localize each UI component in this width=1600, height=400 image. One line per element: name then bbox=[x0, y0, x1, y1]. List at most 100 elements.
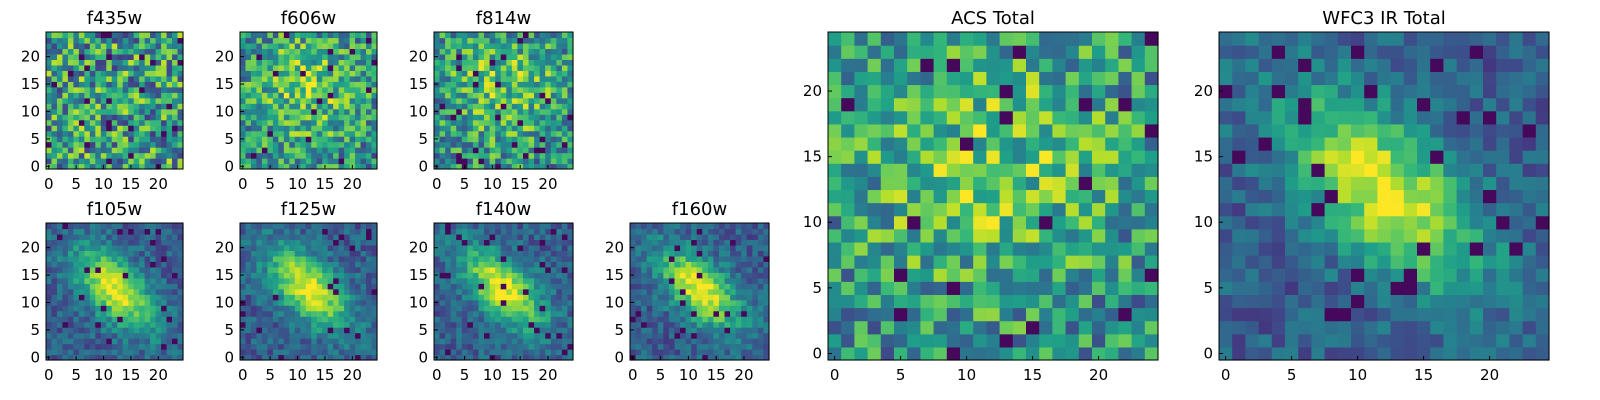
heatmap-cell bbox=[272, 108, 279, 115]
heatmap-cell bbox=[327, 70, 334, 77]
axes-frame bbox=[45, 31, 184, 170]
heatmap-cell bbox=[1052, 123, 1067, 138]
heatmap-cell bbox=[311, 64, 318, 71]
heatmap-cell bbox=[250, 42, 258, 50]
heatmap-cell bbox=[630, 294, 637, 301]
heatmap-cell bbox=[528, 108, 535, 115]
heatmap-cell bbox=[122, 349, 129, 356]
heatmap-cell bbox=[84, 97, 91, 104]
heatmap-cell bbox=[294, 239, 301, 246]
heatmap-cell bbox=[467, 103, 474, 110]
heatmap-cell bbox=[172, 250, 179, 257]
heatmap-cell bbox=[46, 321, 53, 328]
heatmap-cell bbox=[177, 147, 184, 154]
heatmap-cell bbox=[828, 307, 842, 322]
x-tick-label: 20 bbox=[343, 175, 362, 193]
heatmap-cell bbox=[495, 343, 502, 350]
heatmap-cell bbox=[434, 59, 441, 66]
heatmap-cell bbox=[289, 152, 296, 159]
heatmap-cell bbox=[539, 239, 546, 246]
heatmap-cell bbox=[360, 228, 367, 235]
heatmap-cell bbox=[545, 283, 552, 290]
heatmap-cell bbox=[122, 32, 129, 39]
heatmap-cell bbox=[250, 343, 258, 350]
heatmap-cell bbox=[128, 266, 135, 273]
heatmap-cell bbox=[489, 228, 496, 235]
heatmap-cell bbox=[1144, 320, 1159, 335]
heatmap-cell bbox=[478, 244, 485, 251]
heatmap-cell bbox=[646, 272, 653, 279]
heatmap-cell bbox=[300, 244, 307, 251]
heatmap-cell bbox=[550, 48, 557, 55]
heatmap-cell bbox=[161, 223, 168, 230]
heatmap-cell bbox=[360, 250, 367, 257]
heatmap-cell bbox=[567, 70, 574, 77]
heatmap-cell bbox=[139, 310, 146, 317]
heatmap-cell bbox=[256, 59, 263, 66]
heatmap-cell bbox=[489, 266, 496, 273]
heatmap-cell bbox=[349, 32, 356, 39]
heatmap-cell bbox=[730, 310, 737, 317]
heatmap-cell bbox=[355, 233, 362, 241]
heatmap-cell bbox=[495, 288, 502, 295]
heatmap-cell bbox=[294, 81, 301, 88]
heatmap-cell bbox=[450, 119, 457, 126]
heatmap-cell bbox=[484, 310, 491, 317]
heatmap-cell bbox=[316, 343, 323, 350]
heatmap-cell bbox=[250, 53, 258, 60]
heatmap-cell bbox=[333, 255, 340, 262]
heatmap-cell bbox=[668, 332, 676, 339]
heatmap-cell bbox=[294, 141, 301, 148]
heatmap-cell bbox=[56, 152, 64, 159]
heatmap-cell bbox=[283, 64, 290, 71]
heatmap-cell bbox=[355, 272, 362, 279]
heatmap-cell bbox=[89, 152, 96, 159]
heatmap-cell bbox=[84, 261, 91, 268]
heatmap-cell bbox=[349, 97, 356, 104]
heatmap-cell bbox=[495, 163, 502, 170]
heatmap-cell bbox=[561, 48, 569, 55]
heatmap-cell bbox=[880, 294, 895, 309]
heatmap-cell bbox=[371, 228, 378, 235]
heatmap-cell bbox=[894, 294, 908, 309]
heatmap-cell bbox=[680, 316, 687, 323]
heatmap-cell bbox=[256, 228, 263, 235]
heatmap-cell bbox=[973, 268, 987, 282]
heatmap-cell bbox=[506, 255, 513, 262]
heatmap-cell bbox=[528, 354, 535, 361]
heatmap-cell bbox=[95, 70, 102, 77]
y-tick-label: 15 bbox=[409, 266, 428, 284]
heatmap-cell bbox=[718, 272, 726, 279]
heatmap-cell bbox=[668, 338, 676, 345]
heatmap-cell bbox=[117, 152, 124, 159]
heatmap-cell bbox=[439, 59, 446, 66]
heatmap-cell bbox=[73, 103, 80, 110]
heatmap-cell bbox=[56, 32, 64, 39]
heatmap-cell bbox=[484, 228, 491, 235]
x-tick-label: 5 bbox=[265, 366, 275, 384]
heatmap-cell bbox=[528, 223, 535, 230]
heatmap-cell bbox=[556, 81, 563, 88]
heatmap-cell bbox=[495, 92, 502, 99]
heatmap-cell bbox=[1052, 320, 1067, 335]
heatmap-cell bbox=[1131, 228, 1146, 243]
heatmap-cell bbox=[517, 244, 524, 251]
heatmap-cell bbox=[741, 316, 748, 323]
heatmap-cell bbox=[456, 338, 463, 345]
heatmap-cell bbox=[1105, 307, 1119, 322]
heatmap-cell bbox=[67, 288, 74, 295]
heatmap-cell bbox=[150, 59, 157, 66]
heatmap-cell bbox=[250, 32, 258, 39]
heatmap-cell bbox=[567, 141, 574, 148]
heatmap-cell bbox=[489, 147, 496, 154]
heatmap-cell bbox=[478, 86, 485, 93]
heatmap-cell bbox=[495, 86, 502, 93]
heatmap-cell bbox=[272, 239, 279, 246]
heatmap-cell bbox=[73, 152, 80, 159]
heatmap-cell bbox=[128, 75, 135, 82]
heatmap-cell bbox=[128, 141, 135, 148]
heatmap-cell bbox=[300, 338, 307, 345]
heatmap-cell bbox=[1118, 136, 1133, 151]
heatmap-cell bbox=[854, 333, 869, 348]
heatmap-cell bbox=[155, 277, 162, 284]
